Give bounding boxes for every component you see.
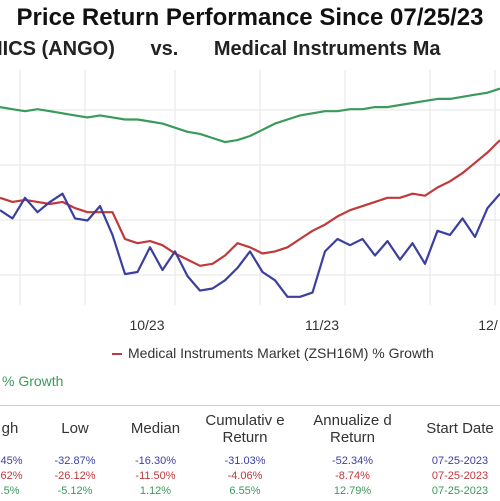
table-cell: .5% <box>0 485 20 497</box>
subtitle-vs: vs. <box>150 38 179 60</box>
table-row: .5% -5.12% 1.12% 6.55% 12.79% 07-25-2023 <box>0 484 500 498</box>
chart-subtitle: MICS (ANGO) vs. Medical Instruments Ma <box>0 38 500 61</box>
subtitle-right: Medical Instruments Ma <box>213 38 441 60</box>
stats-table: gh Low Median Cumulativ e Return Annuali… <box>0 405 500 501</box>
table-cell: -8.74% <box>335 470 370 482</box>
table-header-cumulative: Cumulativ e Return <box>205 411 285 446</box>
x-tick-label: 10/23 <box>129 317 164 332</box>
x-tick-label: 11/23 <box>305 317 339 332</box>
table-row: .62% -26.12% -11.50% -4.06% -8.74% 07-25… <box>0 469 500 483</box>
table-cell: 07-25-2023 <box>431 470 489 482</box>
table-header-median: Median <box>130 420 181 437</box>
table-header-low: Low <box>61 420 89 437</box>
table-cell: -26.12% <box>54 470 96 482</box>
table-cell: .62% <box>0 470 23 482</box>
legend-item-growth: % Growth <box>2 373 63 389</box>
chart-title: Price Return Performance Since 07/25/23 <box>16 4 484 31</box>
table-cell: -32.87% <box>54 455 96 467</box>
table-header-annualized: Annualize d Return <box>313 411 392 446</box>
subtitle-left: MICS (ANGO) <box>0 38 115 60</box>
series-line-2 <box>0 192 500 298</box>
table-header-high: gh <box>1 420 19 437</box>
table-cell: 12.79% <box>333 485 372 497</box>
table-cell: 1.12% <box>139 485 172 497</box>
table-header-start-date: Start Date <box>426 420 494 437</box>
x-tick-label: 12/ <box>478 317 498 332</box>
legend-item-medical-instruments: Medical Instruments Market (ZSH16M) % Gr… <box>112 345 434 361</box>
legend-swatch-red <box>112 353 122 356</box>
table-cell: -4.06% <box>227 470 263 482</box>
table-cell: -31.03% <box>224 455 266 467</box>
legend-label-growth: % Growth <box>2 373 64 389</box>
table-cell: -16.30% <box>135 455 176 467</box>
table-cell: -52.34% <box>332 455 373 467</box>
table-cell: -11.50% <box>135 470 176 482</box>
table-cell: 6.55% <box>229 485 261 497</box>
legend-label-medical-instruments: Medical Instruments Market (ZSH16M) % Gr… <box>128 345 434 361</box>
table-cell: -5.12% <box>57 485 93 497</box>
table-cell: 07-25-2023 <box>431 485 489 497</box>
table-cell: 07-25-2023 <box>431 455 489 467</box>
table-cell: .45% <box>0 455 23 467</box>
series-line-0 <box>0 87 500 144</box>
chart-plot: 10/23 11/23 12/ <box>0 70 500 332</box>
table-row: .45% -32.87% -16.30% -31.03% -52.34% 07-… <box>0 454 500 468</box>
series-line-1 <box>0 139 500 267</box>
